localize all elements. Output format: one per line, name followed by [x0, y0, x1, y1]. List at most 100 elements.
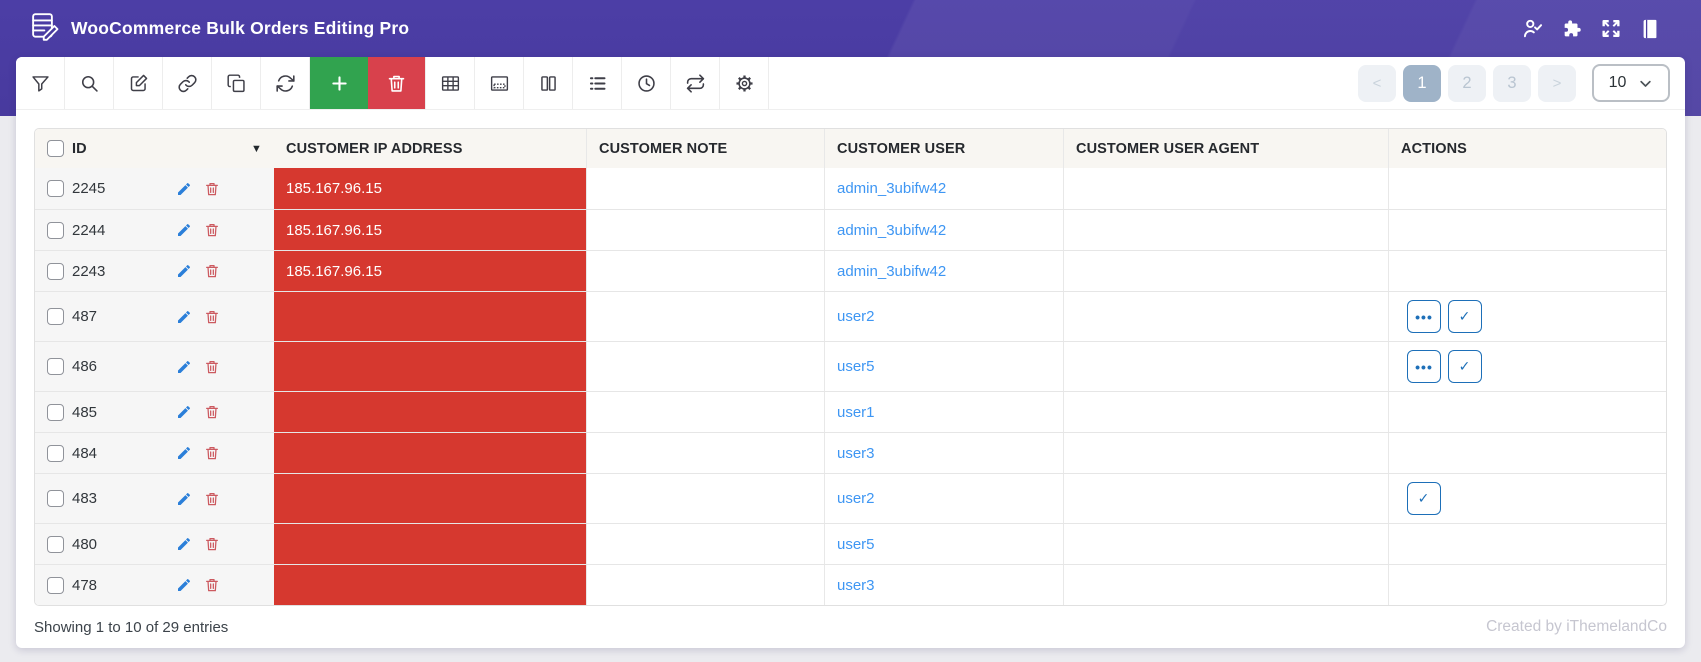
actions-cell — [1388, 168, 1666, 210]
delete-row-icon[interactable] — [204, 445, 220, 461]
next-page-button[interactable]: > — [1538, 64, 1576, 102]
header-id-label[interactable]: ID — [72, 140, 87, 157]
delete-row-icon[interactable] — [204, 404, 220, 420]
delete-row-icon[interactable] — [204, 222, 220, 238]
row-checkbox[interactable] — [47, 576, 64, 594]
showing-entries-text: Showing 1 to 10 of 29 entries — [34, 618, 229, 636]
customer-ip-cell — [274, 292, 586, 342]
customer-ip-cell — [274, 474, 586, 524]
customer-user-link[interactable]: admin_3ubifw42 — [837, 262, 947, 280]
link-button[interactable] — [163, 57, 212, 110]
id-cell: 484 — [35, 433, 274, 474]
row-checkbox[interactable] — [47, 180, 64, 198]
header-customer-user-agent[interactable]: CUSTOMER USER AGENT — [1063, 129, 1388, 169]
history-button[interactable] — [622, 57, 671, 110]
edit-row-icon[interactable] — [176, 309, 192, 325]
customer-user-link[interactable]: user5 — [837, 358, 875, 376]
edit-row-icon[interactable] — [176, 445, 192, 461]
row-checkbox[interactable] — [47, 490, 64, 508]
row-action-check-button[interactable]: ✓ — [1448, 350, 1482, 384]
columns-button[interactable] — [524, 57, 573, 110]
id-cell: 485 — [35, 392, 274, 433]
list-icon — [589, 76, 606, 90]
inline-edit-button[interactable] — [475, 57, 524, 110]
customer-user-link[interactable]: user5 — [837, 535, 875, 553]
sync-button[interactable] — [671, 57, 720, 110]
edit-row-icon[interactable] — [176, 536, 192, 552]
book-icon[interactable] — [1639, 18, 1661, 40]
customer-user-link[interactable]: admin_3ubifw42 — [837, 180, 947, 198]
edit-row-icon[interactable] — [176, 263, 192, 279]
page-button-1[interactable]: 1 — [1403, 64, 1441, 102]
edit-row-icon[interactable] — [176, 491, 192, 507]
page-button-3[interactable]: 3 — [1493, 64, 1531, 102]
delete-row-icon[interactable] — [204, 536, 220, 552]
row-checkbox[interactable] — [47, 262, 64, 280]
table-row: 2243 185.167.96.15 admin_3ubifw42 — [35, 250, 1666, 292]
puzzle-icon[interactable] — [1561, 18, 1583, 40]
delete-row-icon[interactable] — [204, 577, 220, 593]
table-row: 486 user5 ••• ✓ — [35, 341, 1666, 392]
prev-page-button[interactable]: < — [1358, 64, 1396, 102]
search-button[interactable] — [65, 57, 114, 110]
row-checkbox[interactable] — [47, 403, 64, 421]
sort-desc-icon[interactable]: ▼ — [251, 142, 262, 155]
edit-row-icon[interactable] — [176, 577, 192, 593]
customer-ip-cell — [274, 342, 586, 392]
customer-note-cell — [586, 565, 824, 606]
refresh-button[interactable] — [261, 57, 310, 110]
customer-user-link[interactable]: user2 — [837, 490, 875, 508]
page-button-2[interactable]: 2 — [1448, 64, 1486, 102]
customer-user-link[interactable]: user3 — [837, 444, 875, 462]
page-size-select[interactable]: 10 — [1592, 64, 1670, 103]
delete-row-icon[interactable] — [204, 181, 220, 197]
table-grid-button[interactable] — [426, 57, 475, 110]
customer-note-cell — [586, 474, 824, 524]
select-all-checkbox[interactable] — [47, 140, 64, 158]
row-action-more-button[interactable]: ••• — [1407, 300, 1441, 334]
customer-user-link[interactable]: admin_3ubifw42 — [837, 221, 947, 239]
settings-button[interactable] — [720, 57, 769, 110]
table-row: 480 user5 — [35, 523, 1666, 565]
row-icons — [176, 491, 220, 507]
row-checkbox[interactable] — [47, 308, 64, 326]
list-button[interactable] — [573, 57, 622, 110]
user-check-icon[interactable] — [1522, 18, 1544, 40]
refresh-icon — [275, 74, 295, 92]
edit-row-icon[interactable] — [176, 404, 192, 420]
row-checkbox[interactable] — [47, 444, 64, 462]
filter-button[interactable] — [16, 57, 65, 110]
delete-row-icon[interactable] — [204, 309, 220, 325]
id-cell: 2243 — [35, 251, 274, 292]
row-action-check-button[interactable]: ✓ — [1448, 300, 1482, 334]
customer-user-agent-cell — [1063, 292, 1388, 342]
edit-row-icon[interactable] — [176, 359, 192, 375]
delete-row-icon[interactable] — [204, 491, 220, 507]
header-customer-ip[interactable]: CUSTOMER IP ADDRESS — [286, 140, 463, 157]
row-checkbox[interactable] — [47, 358, 64, 376]
duplicate-button[interactable] — [212, 57, 261, 110]
delete-button[interactable] — [368, 57, 426, 110]
delete-row-icon[interactable] — [204, 263, 220, 279]
customer-user-link[interactable]: user1 — [837, 403, 875, 421]
row-checkbox[interactable] — [47, 221, 64, 239]
header-id: ID ▼ — [35, 129, 274, 168]
header-customer-note[interactable]: CUSTOMER NOTE — [586, 129, 824, 169]
customer-user-link[interactable]: user2 — [837, 308, 875, 326]
row-action-more-button[interactable]: ••• — [1407, 350, 1441, 384]
row-action-check-button[interactable]: ✓ — [1407, 482, 1441, 516]
header-customer-user[interactable]: CUSTOMER USER — [824, 129, 1063, 169]
edit-row-icon[interactable] — [176, 222, 192, 238]
edit-button[interactable] — [114, 57, 163, 110]
customer-user-link[interactable]: user3 — [837, 576, 875, 594]
fullscreen-icon[interactable] — [1600, 18, 1622, 40]
row-checkbox[interactable] — [47, 535, 64, 553]
customer-note-cell — [586, 342, 824, 392]
edit-row-icon[interactable] — [176, 181, 192, 197]
customer-note-cell — [586, 210, 824, 251]
delete-row-icon[interactable] — [204, 359, 220, 375]
add-order-button[interactable] — [310, 57, 368, 110]
